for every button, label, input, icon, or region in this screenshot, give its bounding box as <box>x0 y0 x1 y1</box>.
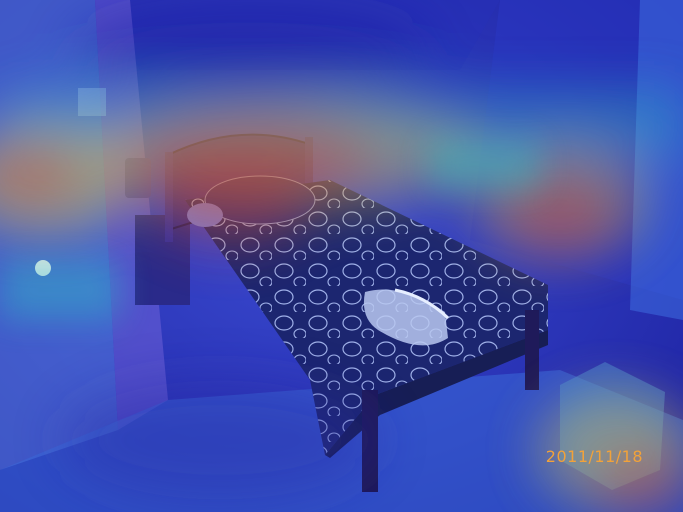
bed-leg <box>362 390 378 492</box>
light-switch <box>78 88 106 116</box>
folded-towel <box>363 288 450 346</box>
door-knob <box>35 260 51 276</box>
pillow <box>187 203 223 227</box>
lamp <box>125 158 151 198</box>
ceiling <box>95 0 500 70</box>
date-stamp: 2011/11/18 <box>545 447 643 466</box>
